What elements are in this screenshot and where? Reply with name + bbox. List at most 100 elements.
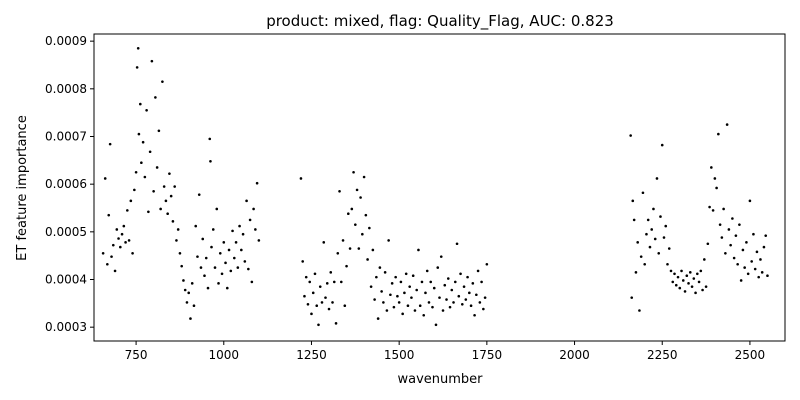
- x-axis-label: wavenumber: [397, 372, 483, 387]
- data-point: [459, 272, 462, 276]
- data-point: [310, 312, 313, 316]
- data-point: [303, 294, 306, 298]
- data-point: [732, 256, 736, 260]
- data-point: [175, 239, 178, 242]
- data-point: [652, 207, 655, 211]
- data-point: [387, 239, 390, 242]
- data-point: [671, 280, 675, 284]
- x-tick-label: 2250: [647, 348, 678, 362]
- data-point: [438, 296, 441, 299]
- data-point: [101, 251, 105, 255]
- data-point: [361, 232, 364, 236]
- y-axis: 0.0003 0.0004 0.0005 0.0006 0.0007 0.0008 0.00…: [45, 34, 94, 334]
- data-point: [397, 301, 401, 304]
- data-point: [641, 191, 645, 195]
- data-point: [211, 228, 215, 231]
- data-point: [697, 280, 701, 284]
- data-point: [203, 274, 206, 277]
- data-point: [422, 313, 426, 317]
- data-point: [418, 304, 422, 308]
- data-point: [382, 301, 385, 304]
- x-tick-label: 750: [125, 348, 148, 362]
- data-point: [757, 275, 760, 279]
- data-point: [324, 296, 327, 299]
- data-point: [152, 190, 155, 193]
- data-point: [182, 279, 185, 282]
- data-point: [250, 280, 254, 284]
- data-point: [452, 301, 455, 304]
- data-point: [439, 255, 443, 258]
- data-point: [725, 123, 729, 126]
- data-point: [255, 181, 259, 185]
- data-point: [687, 282, 690, 285]
- data-point: [743, 266, 746, 269]
- data-point: [396, 294, 399, 298]
- data-point: [110, 255, 113, 258]
- data-point: [343, 304, 347, 308]
- data-point: [752, 232, 755, 236]
- data-point: [478, 301, 482, 304]
- data-point: [137, 132, 141, 136]
- data-point: [476, 269, 480, 273]
- data-point: [678, 286, 682, 290]
- data-point: [366, 258, 369, 261]
- chart-title: product: mixed, flag: Quality_Flag, AUC:…: [266, 12, 614, 31]
- data-point: [681, 279, 685, 282]
- data-point: [683, 290, 687, 293]
- data-point: [371, 248, 375, 252]
- data-point: [320, 301, 324, 304]
- data-point: [759, 258, 762, 261]
- data-point: [468, 291, 471, 295]
- data-point: [222, 241, 226, 244]
- x-tick-label: 1500: [384, 348, 415, 362]
- data-point: [632, 218, 636, 222]
- data-point: [208, 137, 212, 141]
- data-point: [234, 241, 238, 244]
- data-point: [724, 251, 727, 255]
- data-point: [401, 312, 404, 316]
- data-point: [420, 280, 424, 284]
- data-point: [115, 228, 119, 231]
- data-point: [173, 185, 176, 188]
- data-point: [766, 274, 769, 277]
- data-point: [306, 302, 310, 306]
- data-point: [739, 279, 743, 282]
- data-point: [394, 275, 397, 279]
- data-point: [392, 305, 396, 309]
- y-tick-label: 0.0006: [45, 177, 87, 191]
- data-point: [748, 199, 752, 203]
- data-point: [762, 245, 766, 249]
- x-tick-label: 1750: [472, 348, 503, 362]
- data-point: [338, 190, 341, 193]
- data-point: [231, 229, 234, 233]
- data-point: [348, 247, 352, 250]
- data-point: [680, 269, 683, 273]
- data-point: [717, 132, 720, 136]
- data-point: [446, 277, 450, 280]
- data-point: [380, 290, 383, 293]
- data-point: [462, 285, 466, 288]
- data-point: [185, 301, 189, 304]
- data-point: [192, 304, 196, 308]
- data-point: [638, 309, 641, 312]
- data-point: [362, 175, 366, 179]
- data-point: [150, 59, 154, 63]
- data-point: [699, 269, 703, 273]
- data-point: [329, 271, 333, 274]
- data-point: [713, 177, 717, 180]
- x-tick-label: 2000: [559, 348, 590, 362]
- data-point: [690, 285, 694, 288]
- data-point: [111, 243, 115, 247]
- data-point: [257, 239, 261, 242]
- data-point: [741, 248, 745, 252]
- data-point: [357, 247, 361, 250]
- data-point: [106, 262, 109, 266]
- data-point: [119, 245, 122, 249]
- data-point: [425, 269, 429, 273]
- data-point: [755, 250, 759, 254]
- x-axis: 750 1000 1250 1500 1750 2000 2250 2500: [125, 341, 765, 362]
- data-point: [236, 266, 240, 269]
- data-point: [655, 177, 659, 180]
- data-point: [334, 322, 338, 325]
- data-point: [461, 302, 464, 306]
